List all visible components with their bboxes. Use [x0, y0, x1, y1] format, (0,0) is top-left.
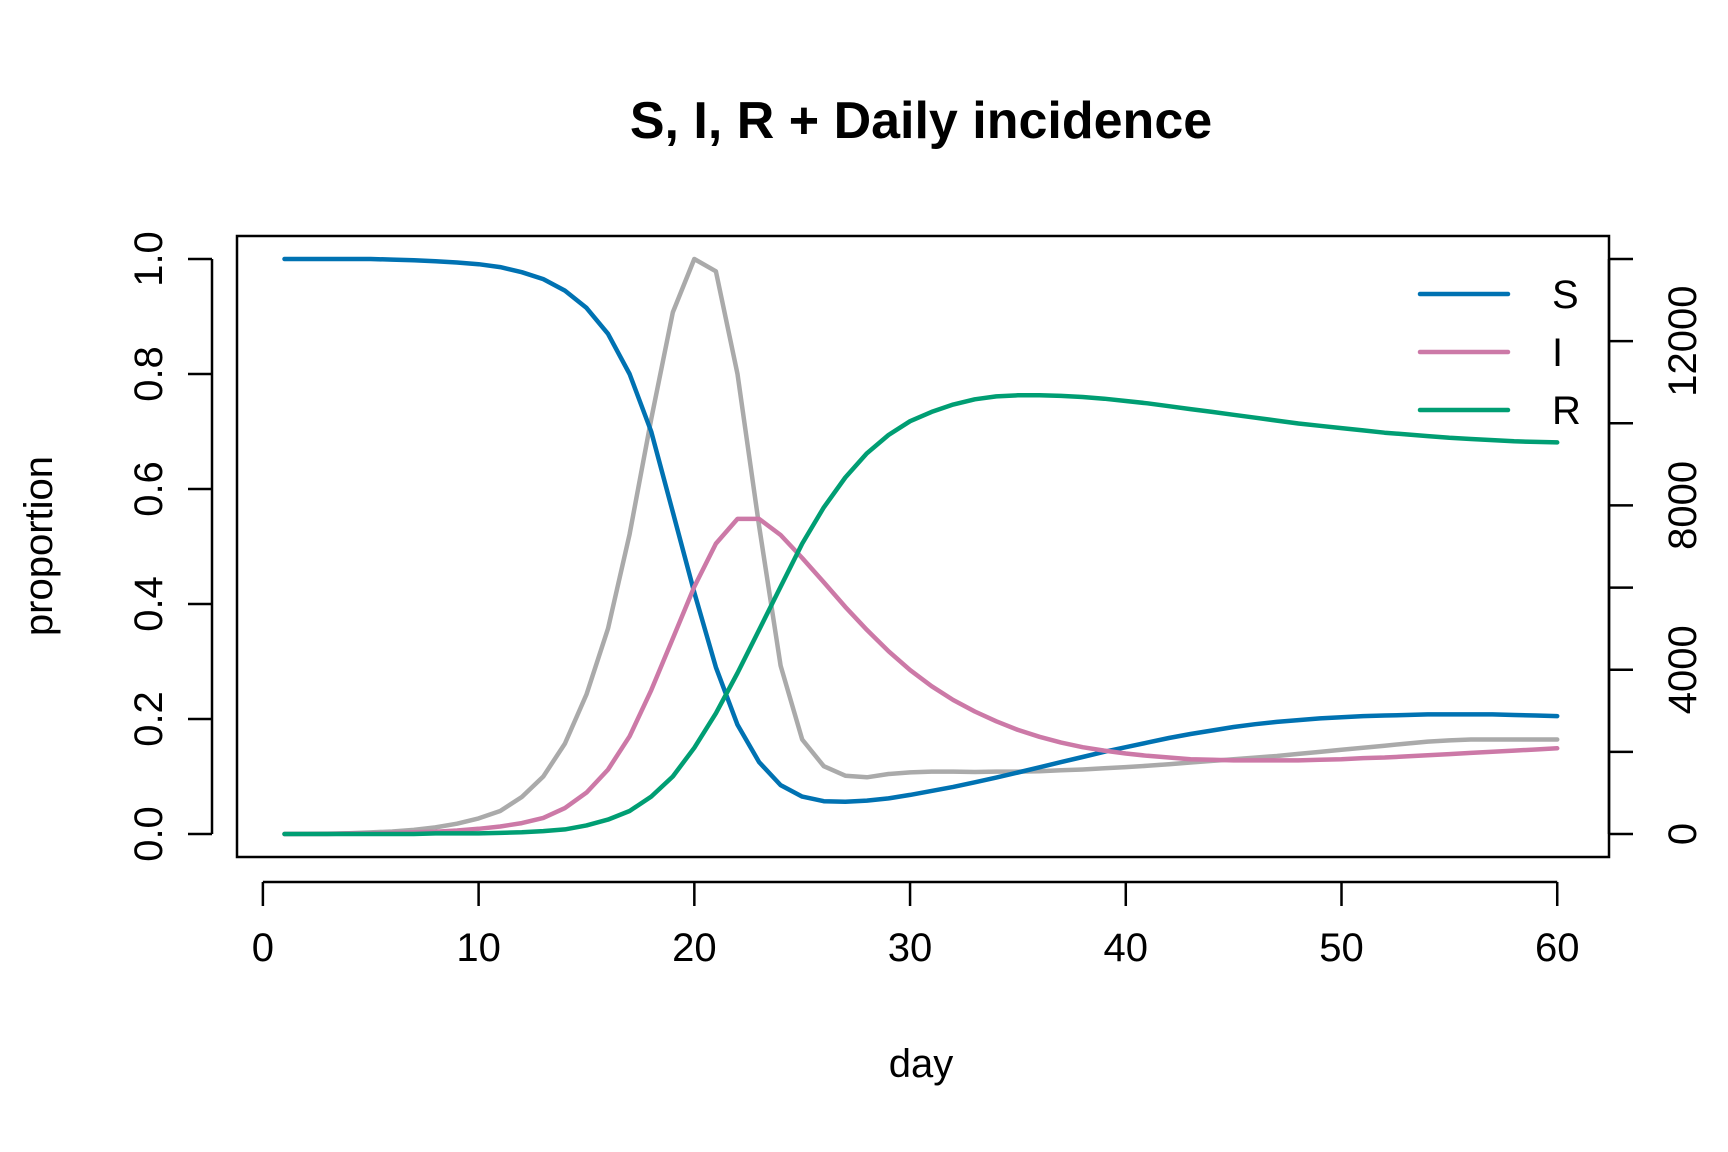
y-tick-label: 0.8 [127, 346, 171, 402]
plot-frame [235, 234, 1611, 859]
y-tick-label: 0.4 [127, 576, 171, 632]
x-tick-label: 30 [888, 926, 933, 970]
y-tick-label: 0.6 [127, 461, 171, 517]
y2-tick-label: 4000 [1661, 625, 1705, 714]
x-tick-label: 10 [456, 926, 501, 970]
y-tick-label: 1.0 [127, 231, 171, 287]
x-axis-label: day [889, 1042, 954, 1086]
legend-label-r: R [1552, 389, 1581, 433]
legend: SIR [1417, 273, 1581, 433]
series-line-s [282, 256, 1560, 805]
x-tick-label: 0 [252, 926, 274, 970]
x-axis: 0 10 20 30 40 50 60 [252, 880, 1580, 970]
y-tick-label: 0.0 [127, 806, 171, 862]
y-axis-right: 0 4000 8000 12000 [1607, 257, 1705, 845]
y2-tick-label: 8000 [1661, 461, 1705, 550]
x-tick-label: 20 [672, 926, 717, 970]
x-tick-label: 50 [1319, 926, 1364, 970]
y2-tick-label: 12000 [1661, 286, 1705, 397]
series-line-incidence [282, 256, 1560, 837]
y2-tick-label: 0 [1661, 823, 1705, 845]
series-line-r [282, 393, 1560, 837]
series-layer [282, 256, 1560, 837]
x-tick-label: 60 [1535, 926, 1580, 970]
legend-label-i: I [1552, 331, 1563, 375]
series-line-i [282, 516, 1560, 837]
x-tick-label: 40 [1104, 926, 1149, 970]
chart-title: S, I, R + Daily incidence [630, 92, 1212, 150]
y-tick-label: 0.2 [127, 691, 171, 747]
y-axis-label: proportion [17, 456, 61, 636]
y-axis-left: 0.0 0.2 0.4 0.6 0.8 1.0 [127, 231, 214, 862]
legend-label-s: S [1552, 273, 1579, 317]
